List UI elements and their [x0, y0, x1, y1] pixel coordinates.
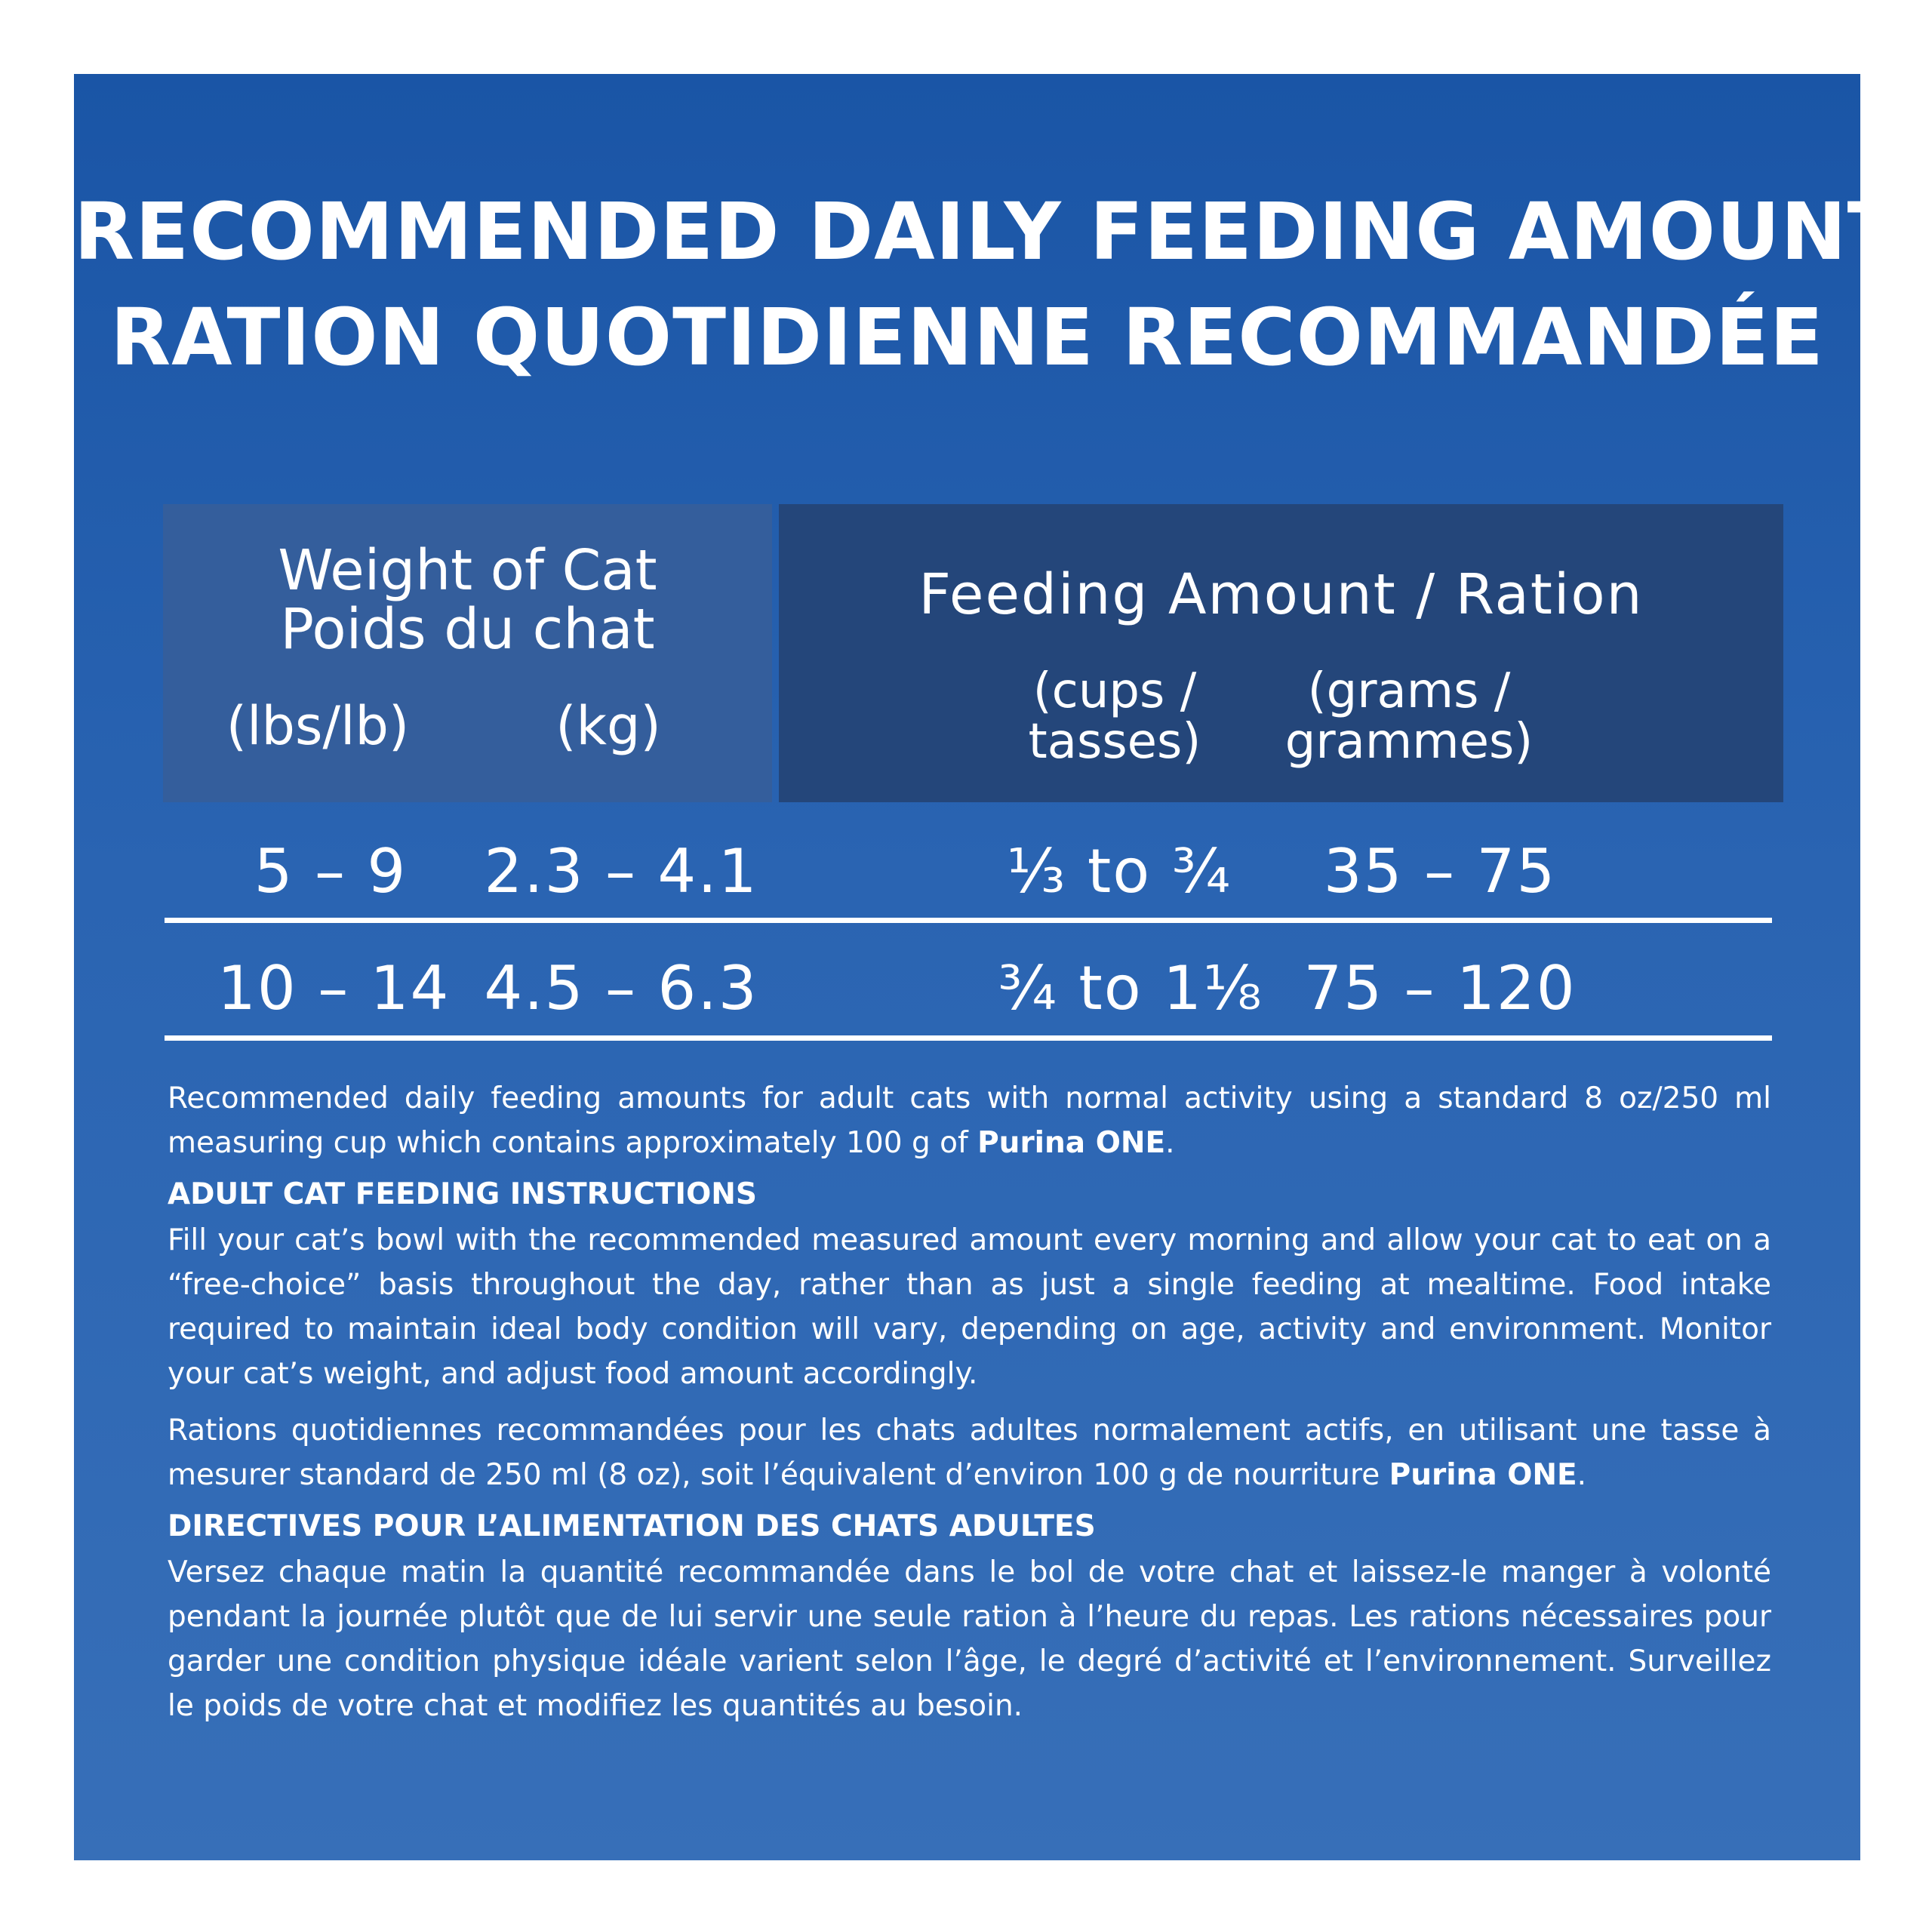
weight-header: Weight of Cat Poids du chat [163, 538, 772, 662]
grams-unit-label-english: (grams / [1307, 663, 1511, 719]
row-lbs-cell: 10 – 14 [217, 953, 451, 1023]
french-instructions-heading: DIRECTIVES POUR L’ALIMENTATION DES CHATS… [168, 1509, 1096, 1543]
kg-unit-label: (kg) [555, 695, 661, 757]
row-grams-cell: 35 – 75 [1323, 836, 1557, 906]
english-intro-text: Recommended daily feeding amounts for ad… [168, 1081, 1771, 1160]
weight-header-cell: Weight of Cat Poids du chat (lbs/lb) (kg… [163, 504, 772, 802]
row-kg-cell: 2.3 – 4.1 [484, 836, 758, 906]
french-intro-end: . [1577, 1458, 1587, 1492]
english-brand-name: Purina ONE [977, 1126, 1166, 1160]
row-divider [165, 918, 1772, 923]
grams-unit-label: (grams / grammes) [1262, 666, 1556, 768]
english-intro-paragraph: Recommended daily feeding amounts for ad… [168, 1076, 1771, 1165]
grams-unit-label-french: grammes) [1284, 714, 1534, 771]
feeding-header: Feeding Amount / Ration [918, 562, 1644, 627]
french-intro-text: Rations quotidiennes recommandées pour l… [168, 1414, 1771, 1492]
english-intro-end: . [1165, 1126, 1175, 1160]
french-brand-name: Purina ONE [1389, 1458, 1577, 1492]
row-kg-cell: 4.5 – 6.3 [484, 953, 758, 1023]
english-instructions-paragraph: Fill your cat’s bowl with the recommende… [168, 1223, 1771, 1391]
lbs-unit-label: (lbs/lb) [226, 695, 410, 757]
title-english: RECOMMENDED DAILY FEEDING AMOUNTS [74, 186, 1932, 278]
feeding-header-cell: Feeding Amount / Ration (cups / tasses) … [779, 504, 1783, 802]
french-intro-paragraph: Rations quotidiennes recommandées pour l… [168, 1408, 1771, 1497]
row-cups-cell: ⅓ to ¾ [1006, 836, 1232, 906]
row-lbs-cell: 5 – 9 [254, 836, 408, 906]
cups-unit-label: (cups / tasses) [990, 666, 1239, 768]
english-instructions-heading: ADULT CAT FEEDING INSTRUCTIONS [168, 1177, 757, 1211]
weight-header-french: Poids du chat [280, 596, 655, 662]
french-instructions-paragraph: Versez chaque matin la quantité recomman… [168, 1555, 1771, 1723]
title-french: RATION QUOTIDIENNE RECOMMANDÉE [110, 291, 1824, 383]
cups-unit-label-french: tasses) [1028, 714, 1201, 771]
row-divider [165, 1035, 1772, 1041]
row-grams-cell: 75 – 120 [1303, 953, 1577, 1023]
feeding-panel: RECOMMENDED DAILY FEEDING AMOUNTS RATION… [74, 74, 1932, 1860]
cups-unit-label-english: (cups / [1032, 663, 1197, 719]
row-cups-cell: ¾ to 1⅛ [998, 953, 1263, 1023]
weight-header-english: Weight of Cat [278, 538, 657, 603]
